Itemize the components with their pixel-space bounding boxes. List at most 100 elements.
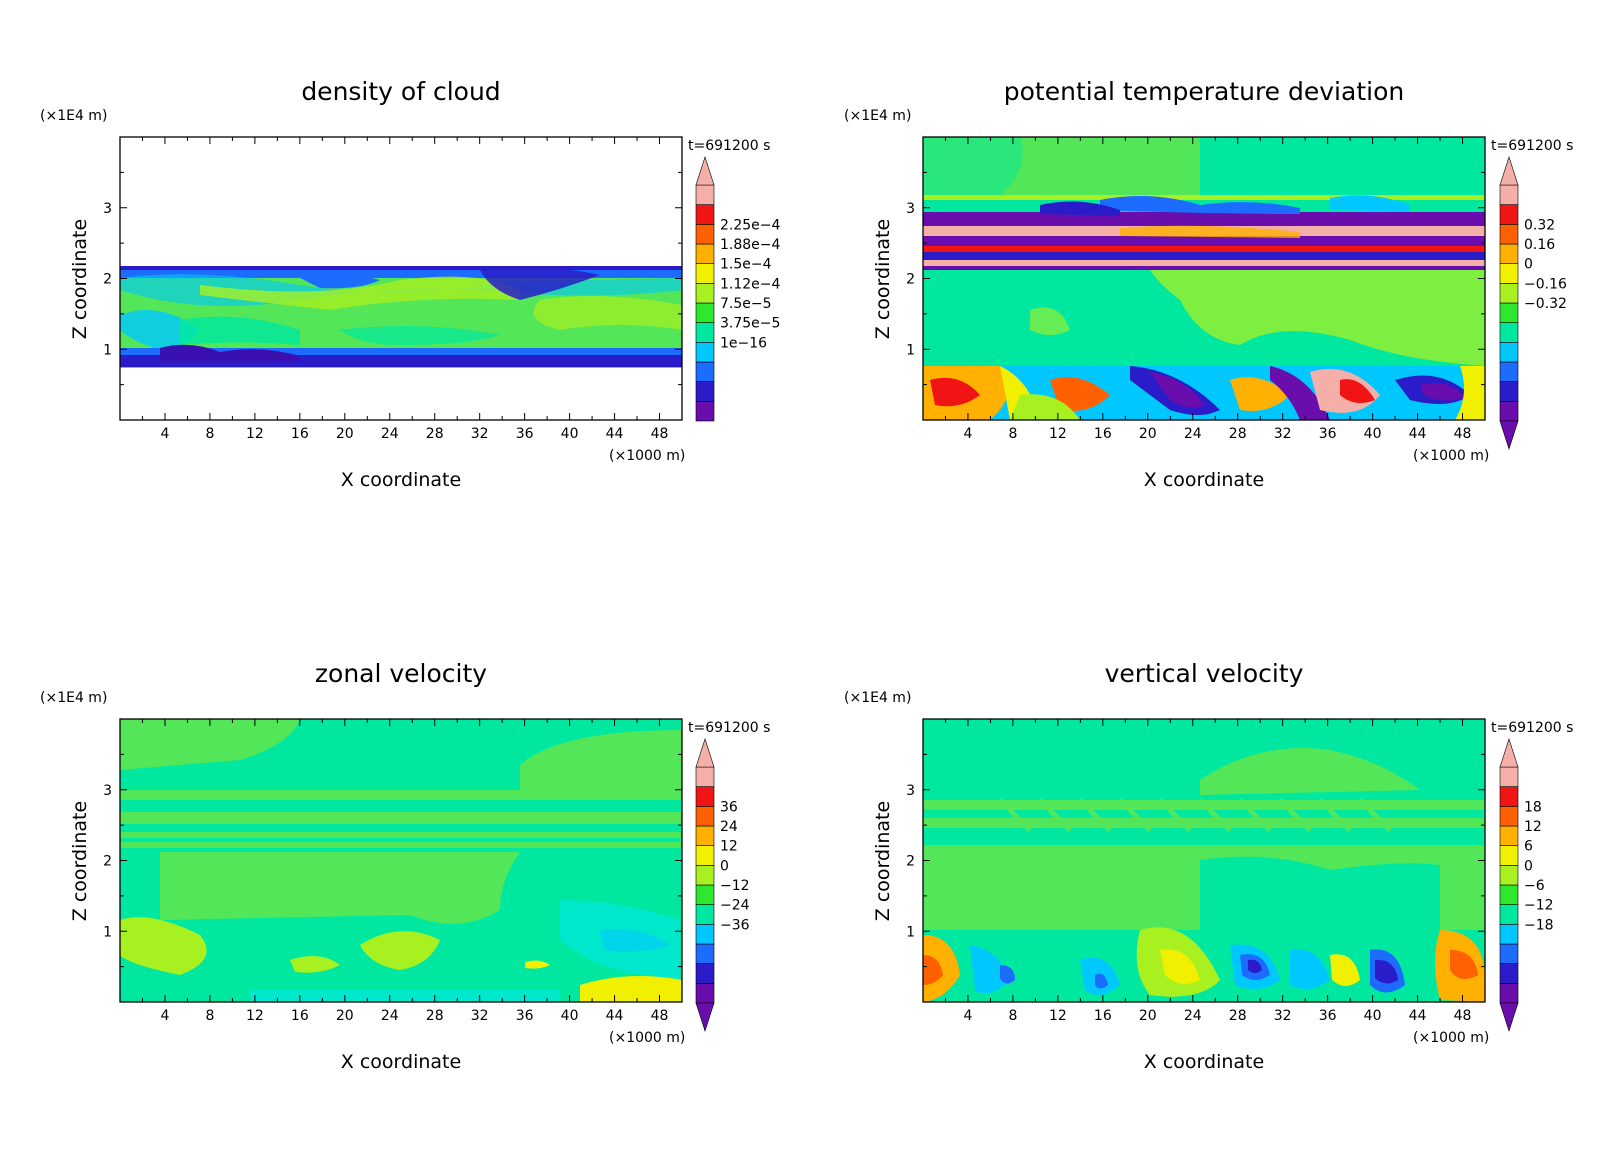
x-tick-label: 36: [1319, 1008, 1337, 1024]
x-tick-label: 40: [561, 1008, 579, 1024]
x-tick-label: 8: [1008, 1008, 1017, 1024]
y-tick-label: 3: [103, 201, 112, 217]
time-label: t=691200 s: [1491, 138, 1573, 154]
colorbar-segment: [695, 766, 715, 787]
x-tick-label: 48: [651, 426, 669, 442]
x-tick-label: 12: [1049, 1008, 1067, 1024]
colorbar-top-arrow: [1499, 156, 1519, 186]
colorbar-label: 7.5e−5: [720, 296, 772, 312]
x-tick-label: 44: [1409, 426, 1427, 442]
colorbar-label: 0.32: [1524, 217, 1555, 233]
colorbar-label: 12: [720, 839, 738, 855]
x-axis: 4 8 12 16 20 24 28 32 36 40 44 48: [944, 137, 1471, 442]
x-tick-label: 36: [1319, 426, 1337, 442]
colorbar-segment: [1499, 766, 1519, 787]
colorbar-segment: [1499, 983, 1519, 1004]
colorbar-segment: [1499, 302, 1519, 323]
colorbar-label: −12: [1524, 898, 1554, 914]
heatmap-field: [120, 137, 682, 420]
panel-title: density of cloud: [301, 77, 500, 106]
heatmap-field: [120, 719, 682, 1002]
colorbar-label: 6: [1524, 839, 1533, 855]
y-tick-label: 2: [103, 272, 112, 288]
x-tick-label: 32: [1274, 1008, 1292, 1024]
colorbar: 0.32 0.16 0 −0.16 −0.32: [1499, 156, 1567, 450]
colorbar-segment: [695, 401, 715, 422]
colorbar-segment: [695, 283, 715, 304]
colorbar-segment: [1499, 806, 1519, 827]
x-tick-label: 12: [246, 426, 264, 442]
colorbar-segment: [695, 845, 715, 866]
time-label: t=691200 s: [688, 138, 770, 154]
colorbar-segment: [1499, 884, 1519, 905]
x-axis-label: X coordinate: [1144, 1051, 1264, 1073]
colorbar-segment: [695, 924, 715, 945]
y-axis-label: Z coordinate: [872, 801, 894, 921]
colorbar-label: −0.16: [1524, 276, 1567, 292]
x-tick-label: 44: [1409, 1008, 1427, 1024]
x-tick-label: 16: [291, 426, 309, 442]
colorbar-segment: [1499, 224, 1519, 245]
x-tick-label: 8: [1008, 426, 1017, 442]
colorbar-top-arrow: [695, 738, 715, 768]
x-axis-label: X coordinate: [341, 1051, 461, 1073]
colorbar-label: 1e−16: [720, 335, 767, 351]
panel-title: vertical velocity: [1105, 659, 1304, 688]
time-label: t=691200 s: [688, 720, 770, 736]
y-unit-label: (×1E4 m): [40, 108, 107, 124]
x-tick-label: 24: [1184, 426, 1202, 442]
panel-vertical-velocity: vertical velocity (×1E4 m) t=691200 s: [844, 659, 1573, 1073]
colorbar-segment: [695, 263, 715, 284]
colorbar: 2.25e−4 1.88e−4 1.5e−4 1.12e−4 7.5e−5 3.75e−5…: [695, 156, 781, 422]
colorbar-segment: [1499, 963, 1519, 984]
colorbar-segment: [1499, 342, 1519, 363]
colorbar-segment: [695, 806, 715, 827]
y-axis-label: Z coordinate: [69, 219, 91, 339]
colorbar-label: −18: [1524, 917, 1554, 933]
y-axis-label: Z coordinate: [872, 219, 894, 339]
colorbar: 18 12 6 0 −6 −12 −18: [1499, 738, 1554, 1032]
colorbar-label: −36: [720, 917, 750, 933]
y-tick-label: 3: [103, 783, 112, 799]
colorbar-segment: [1499, 786, 1519, 807]
y-axis: 1 2 3: [103, 171, 682, 386]
colorbar-top-arrow: [695, 156, 715, 186]
colorbar-label: −0.32: [1524, 296, 1567, 312]
x-tick-label: 20: [1139, 1008, 1157, 1024]
x-tick-label: 36: [516, 1008, 534, 1024]
colorbar-bottom-arrow: [1499, 420, 1519, 450]
x-tick-label: 4: [160, 1008, 169, 1024]
colorbar-segment: [1499, 865, 1519, 886]
colorbar-segment: [695, 224, 715, 245]
colorbar-segment: [1499, 283, 1519, 304]
y-tick-label: 3: [906, 201, 915, 217]
x-tick-label: 20: [336, 1008, 354, 1024]
colorbar-label: 2.25e−4: [720, 217, 781, 233]
x-axis: 4 8 12 16 20 24 28 32 36 40 44 48: [141, 719, 668, 1024]
colorbar-segment: [1499, 943, 1519, 964]
colorbar-segment: [695, 884, 715, 905]
x-tick-label: 16: [1094, 426, 1112, 442]
x-tick-label: 20: [1139, 426, 1157, 442]
colorbar-label: 1.12e−4: [720, 276, 781, 292]
colorbar: 36 24 12 0 −12 −24 −36: [695, 738, 750, 1032]
x-tick-label: 4: [963, 426, 972, 442]
x-unit-label: (×1000 m): [1413, 448, 1489, 464]
y-unit-label: (×1E4 m): [40, 690, 107, 706]
x-tick-label: 12: [246, 1008, 264, 1024]
x-tick-label: 20: [336, 426, 354, 442]
colorbar-segment: [695, 904, 715, 925]
colorbar-label: 0.16: [1524, 237, 1555, 253]
colorbar-label: 1.88e−4: [720, 237, 781, 253]
colorbar-segment: [1499, 381, 1519, 402]
x-tick-label: 48: [1454, 1008, 1472, 1024]
y-tick-label: 2: [103, 854, 112, 870]
y-tick-label: 1: [103, 924, 112, 940]
colorbar-label: 36: [720, 799, 738, 815]
x-unit-label: (×1000 m): [609, 448, 685, 464]
colorbar-bottom-arrow: [1499, 1002, 1519, 1032]
x-tick-label: 32: [1274, 426, 1292, 442]
x-tick-label: 24: [381, 426, 399, 442]
x-tick-label: 36: [516, 426, 534, 442]
